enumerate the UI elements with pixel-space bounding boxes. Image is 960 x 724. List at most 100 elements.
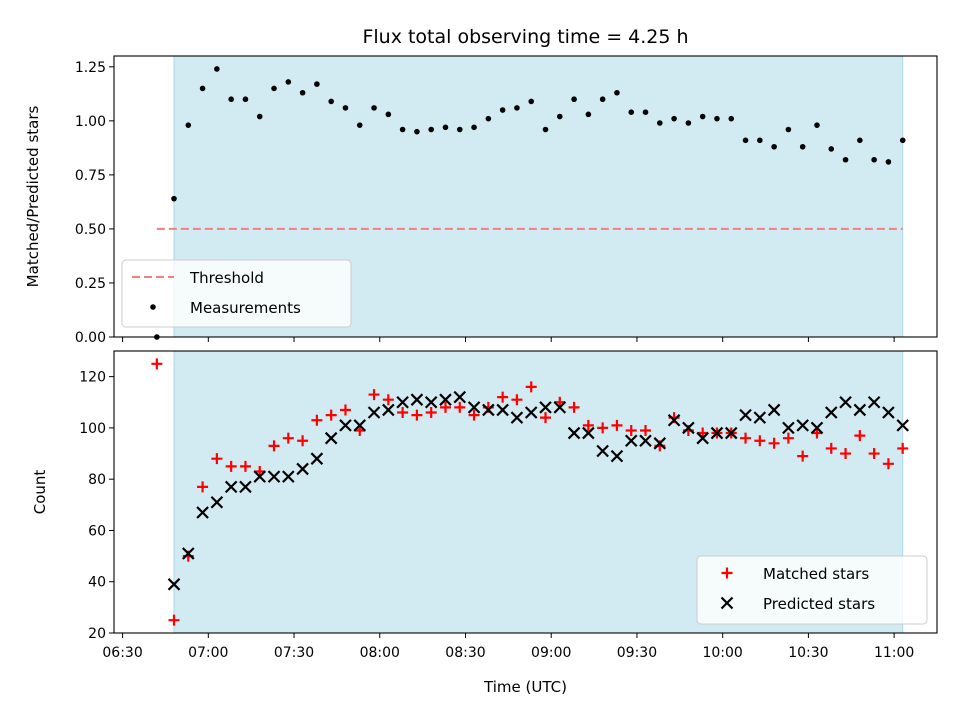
predicted-star-point xyxy=(896,419,909,432)
measurement-point xyxy=(271,85,277,92)
measurement-point xyxy=(328,98,334,105)
matched-star-point xyxy=(740,432,752,444)
matched-star-point xyxy=(782,432,794,444)
matched-star-point xyxy=(151,358,163,370)
matched-star-point xyxy=(282,432,294,444)
measurement-point xyxy=(657,120,663,126)
measurement-point xyxy=(885,159,892,165)
matched-star-point xyxy=(211,453,223,465)
legend-threshold-label: Threshold xyxy=(189,269,264,287)
measurement-point xyxy=(599,96,606,103)
matched-star-point xyxy=(768,437,780,449)
legend-matched-swatch xyxy=(721,567,733,579)
y-tick-label: 1.00 xyxy=(75,114,106,130)
predicted-star-point xyxy=(639,434,652,448)
chart-title: Flux total observing time = 4.25 h xyxy=(362,26,688,48)
measurement-point xyxy=(228,96,234,103)
matched-star-point xyxy=(268,440,280,452)
y-tick-label: 0.75 xyxy=(75,168,106,184)
measurement-point xyxy=(757,137,763,144)
predicted-star-point xyxy=(667,413,681,427)
matched-star-point xyxy=(397,407,409,419)
predicted-star-point xyxy=(353,419,367,432)
matched-star-point xyxy=(611,419,623,431)
matched-star-point xyxy=(597,422,609,434)
predicted-star-point xyxy=(539,401,552,414)
measurement-point xyxy=(728,115,735,122)
measurement-point xyxy=(785,126,792,133)
legend-predicted-swatch xyxy=(720,596,734,610)
y-tick-label: 80 xyxy=(88,472,106,488)
axes-frame xyxy=(113,350,938,634)
measurement-point xyxy=(771,143,777,150)
predicted-star-point xyxy=(467,401,481,414)
legend-measurements-swatch xyxy=(150,304,156,310)
predicted-star-point xyxy=(310,452,324,465)
predicted-star-point xyxy=(524,406,538,419)
matched-star-point xyxy=(825,442,837,454)
legend-box-bottom xyxy=(696,555,928,625)
y-tick-label: 60 xyxy=(88,523,106,539)
measurement-point xyxy=(428,126,434,133)
predicted-star-point xyxy=(824,406,838,419)
predicted-star-point xyxy=(267,470,281,483)
measurement-point xyxy=(514,105,520,111)
predicted-star-point xyxy=(324,431,338,445)
y-tick-label: 0.25 xyxy=(75,276,106,292)
x-axis-label: Time (UTC) xyxy=(483,678,567,696)
predicted-star-point xyxy=(810,421,824,435)
matched-star-point xyxy=(454,401,466,413)
x-tick-label: 08:30 xyxy=(445,645,485,661)
matched-star-point xyxy=(525,381,537,393)
predicted-star-point xyxy=(682,421,695,435)
y-tick-label: 20 xyxy=(88,626,106,642)
matched-star-point xyxy=(411,409,423,421)
measurement-point xyxy=(442,124,449,131)
matched-star-point xyxy=(840,448,852,460)
matched-star-point xyxy=(625,424,637,436)
matched-star-point xyxy=(882,458,894,470)
matched-star-point xyxy=(439,401,451,413)
predicted-star-point xyxy=(496,403,509,417)
predicted-star-point xyxy=(596,444,609,458)
matched-star-point xyxy=(754,435,766,447)
measurement-point xyxy=(857,137,863,144)
measurement-point xyxy=(242,96,249,103)
matched-star-point xyxy=(425,407,437,419)
measurement-point xyxy=(485,115,492,122)
measurement-point xyxy=(642,109,649,115)
predicted-star-point xyxy=(796,419,809,432)
matched-star-point xyxy=(368,389,380,401)
measurement-point xyxy=(314,81,320,87)
measurement-point xyxy=(699,113,706,120)
predicted-star-point xyxy=(296,462,309,476)
matched-star-point xyxy=(511,394,523,406)
predicted-star-point xyxy=(282,470,295,483)
x-tick-label: 10:00 xyxy=(702,645,742,661)
matched-star-point xyxy=(325,409,337,421)
predicted-star-point xyxy=(210,495,224,509)
x-tick-label: 07:30 xyxy=(274,645,314,661)
matched-star-point xyxy=(582,419,594,431)
predicted-star-point xyxy=(196,506,209,519)
matched-star-point xyxy=(168,614,180,626)
predicted-star-point xyxy=(782,421,795,435)
matched-star-point xyxy=(868,448,880,460)
legend-predicted-label: Predicted stars xyxy=(763,595,875,613)
measurement-point xyxy=(185,122,192,128)
matched-star-point xyxy=(297,435,309,447)
matched-star-point xyxy=(640,424,652,436)
axes-frame xyxy=(113,55,938,338)
predicted-star-point xyxy=(724,426,738,440)
predicted-star-point xyxy=(510,411,524,424)
y-tick-label: 1.25 xyxy=(75,60,106,76)
measurement-point xyxy=(285,79,292,85)
predicted-star-point xyxy=(653,437,667,450)
measurement-point xyxy=(671,115,677,122)
measurement-point xyxy=(871,156,877,163)
x-tick-label: 07:00 xyxy=(188,645,228,661)
measurement-point xyxy=(342,105,349,111)
measurement-point xyxy=(385,111,392,118)
